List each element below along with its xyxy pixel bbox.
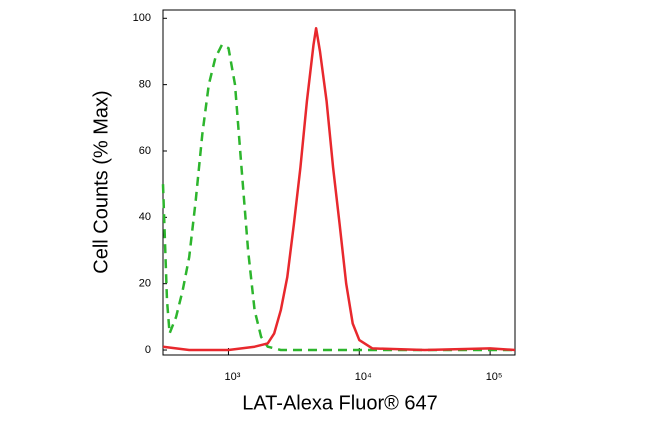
x-axis-title: LAT-Alexa Fluor® 647: [242, 392, 438, 414]
curve: [161, 43, 515, 352]
y-axis-title: Cell Counts (% Max): [90, 90, 112, 273]
curve: [162, 26, 516, 352]
x-tick-label: 10⁴: [355, 371, 372, 383]
y-tick-label: 40: [139, 211, 151, 223]
x-tick-label: 10⁵: [486, 371, 503, 383]
y-tick-label: 60: [139, 145, 151, 157]
y-tick-label: 80: [139, 79, 151, 91]
x-tick-label: 10³: [224, 371, 240, 383]
y-tick-label: 20: [139, 278, 151, 290]
y-tick-label: 0: [145, 344, 151, 356]
plot-frame: [162, 9, 516, 356]
y-tick-label: 100: [133, 12, 151, 24]
